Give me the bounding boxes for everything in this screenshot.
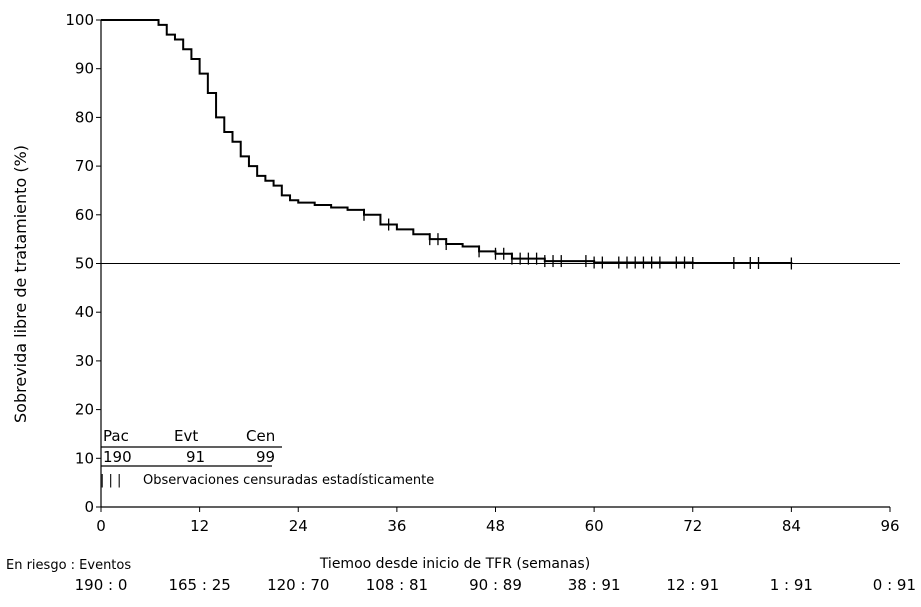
censor-marks — [363, 208, 793, 270]
at-risk-row: 190 : 0 165 : 25 120 : 70 108 : 81 90 : 89 38… — [75, 576, 916, 594]
at-risk-value: 38 : 91 — [568, 576, 621, 594]
y-tick-label: 10 — [75, 449, 94, 467]
at-risk-value: 90 : 89 — [469, 576, 522, 594]
at-risk-value: 165 : 25 — [168, 576, 230, 594]
y-tick-label: 80 — [75, 108, 94, 126]
x-axis-ticks: 0 12 24 36 48 60 72 84 96 — [96, 507, 900, 535]
legend-value-evt: 91 — [186, 448, 205, 466]
x-tick-label: 72 — [683, 517, 702, 535]
x-tick-label: 84 — [782, 517, 801, 535]
at-risk-value: 108 : 81 — [366, 576, 428, 594]
y-axis-ticks: 0 10 20 30 40 50 60 70 80 90 100 — [65, 11, 101, 516]
survival-curve — [101, 19, 793, 265]
legend-value-pac: 190 — [103, 448, 132, 466]
legend-censor-symbol: | | | — [100, 473, 121, 488]
at-risk-value: 120 : 70 — [267, 576, 329, 594]
at-risk-value: 190 : 0 — [75, 576, 128, 594]
legend: Pac Evt Cen 190 91 99 | | | Observacione… — [100, 427, 434, 488]
y-tick-label: 50 — [75, 255, 94, 273]
y-tick-label: 30 — [75, 352, 94, 370]
x-tick-label: 48 — [486, 517, 505, 535]
legend-value-cen: 99 — [256, 448, 275, 466]
x-tick-label: 60 — [585, 517, 604, 535]
y-tick-label: 70 — [75, 157, 94, 175]
y-tick-label: 40 — [75, 303, 94, 321]
y-tick-label: 90 — [75, 60, 94, 78]
y-tick-label: 20 — [75, 401, 94, 419]
y-tick-label: 0 — [84, 498, 94, 516]
x-tick-label: 96 — [880, 517, 899, 535]
y-tick-label: 60 — [75, 206, 94, 224]
legend-censor-note: Observaciones censuradas estadísticament… — [143, 473, 434, 488]
at-risk-value: 1 : 91 — [770, 576, 813, 594]
legend-header-cen: Cen — [246, 427, 275, 445]
at-risk-title: En riesgo : Eventos — [6, 558, 131, 573]
at-risk-value: 0 : 91 — [873, 576, 916, 594]
x-axis-title: Tiemoo desde inicio de TFR (semanas) — [319, 556, 590, 572]
x-tick-label: 24 — [289, 517, 308, 535]
legend-header-evt: Evt — [174, 427, 198, 445]
x-tick-label: 12 — [190, 517, 209, 535]
y-tick-label: 100 — [65, 11, 94, 29]
at-risk-value: 12 : 91 — [666, 576, 719, 594]
y-axis-title: Sobrevida libre de tratamiento (%) — [11, 145, 30, 423]
x-tick-label: 0 — [96, 517, 106, 535]
x-tick-label: 36 — [387, 517, 406, 535]
legend-header-pac: Pac — [103, 427, 129, 445]
